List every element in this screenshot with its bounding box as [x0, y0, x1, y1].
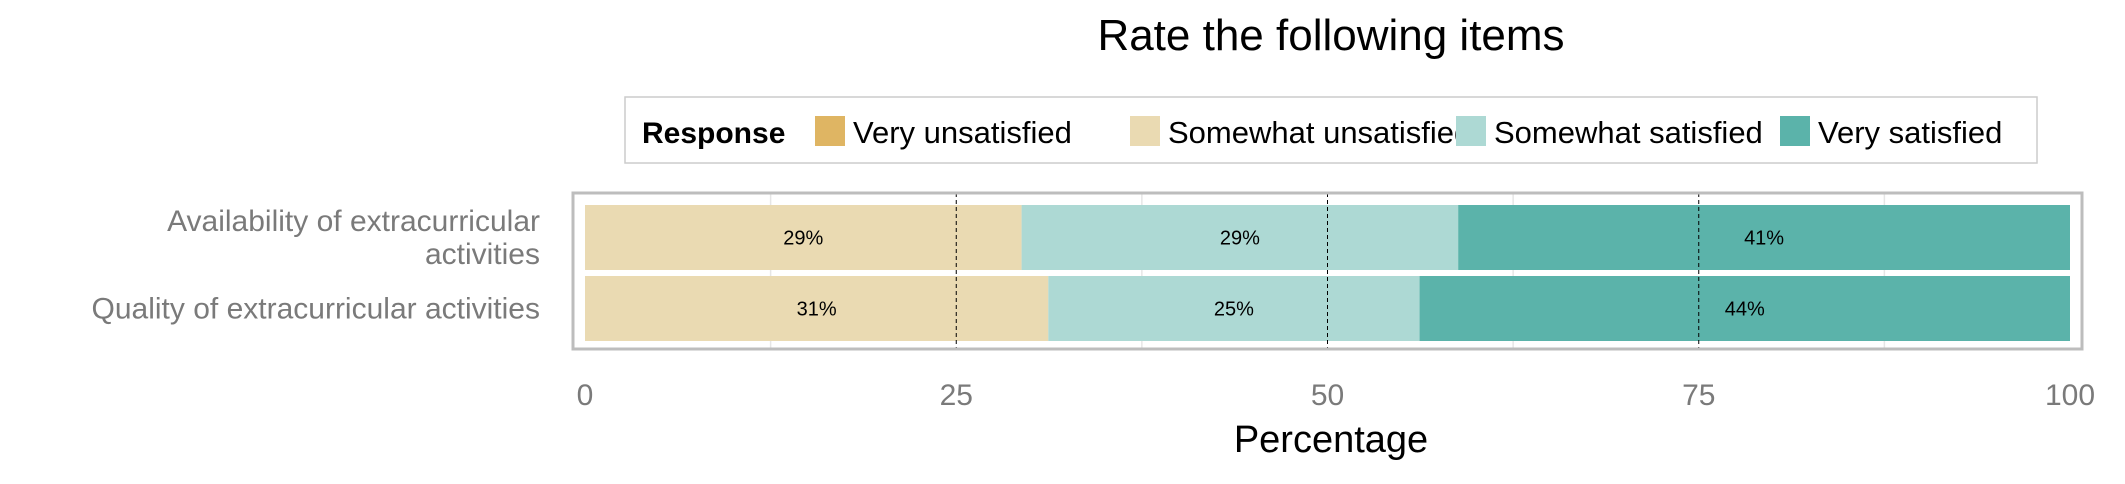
- bar-segment: [1458, 205, 2070, 270]
- legend-title: Response: [642, 117, 785, 150]
- data-label: 31%: [797, 299, 837, 321]
- bar-segment: [1021, 205, 1459, 270]
- category-label: activities: [425, 238, 540, 271]
- x-axis-ticks: 0 25 50 75 100: [577, 379, 2095, 412]
- data-label: 44%: [1725, 299, 1765, 321]
- category-label: Quality of extracurricular activities: [92, 293, 540, 326]
- x-tick-label: 0: [577, 379, 594, 412]
- plot-border: [571, 191, 2084, 351]
- data-label: 29%: [1220, 228, 1260, 250]
- legend-label: Somewhat satisfied: [1494, 115, 1763, 150]
- data-label: 41%: [1744, 228, 1784, 250]
- data-label: 25%: [1214, 299, 1254, 321]
- category-labels: Availability of extracurricularactivitie…: [92, 205, 540, 326]
- legend-swatch: [1130, 116, 1160, 146]
- category-label: Availability of extracurricular: [167, 205, 540, 238]
- x-tick-label: 75: [1682, 379, 1715, 412]
- x-tick-label: 25: [940, 379, 973, 412]
- plot-frame: [571, 191, 2084, 351]
- legend-swatch: [815, 116, 845, 146]
- bar-segment: [1419, 276, 2070, 341]
- bar-segment: [585, 276, 1049, 341]
- legend-swatch: [1456, 116, 1486, 146]
- legend: Response Very unsatisfied Somewhat unsati…: [624, 96, 2038, 164]
- legend-entries: Very unsatisfied Somewhat unsatisfied Some…: [815, 115, 2002, 150]
- chart-title: Rate the following items: [1097, 11, 1564, 60]
- x-tick-label: 50: [1311, 379, 1344, 412]
- x-tick-label: 100: [2045, 379, 2095, 412]
- data-label: 29%: [783, 228, 823, 250]
- legend-swatch: [1780, 116, 1810, 146]
- bar-segment: [585, 205, 1022, 270]
- bar-segment: [1048, 276, 1420, 341]
- legend-label: Very unsatisfied: [853, 115, 1072, 150]
- legend-label: Somewhat unsatisfied: [1168, 115, 1471, 150]
- legend-label: Very satisfied: [1818, 115, 2002, 150]
- x-axis-title: Percentage: [1234, 419, 1428, 461]
- bars: 29% 29% 41% 31% 25% 44%: [585, 205, 2070, 341]
- reference-lines: [955, 193, 1700, 349]
- plot-area: 29% 29% 41% 31% 25% 44%: [571, 191, 2084, 351]
